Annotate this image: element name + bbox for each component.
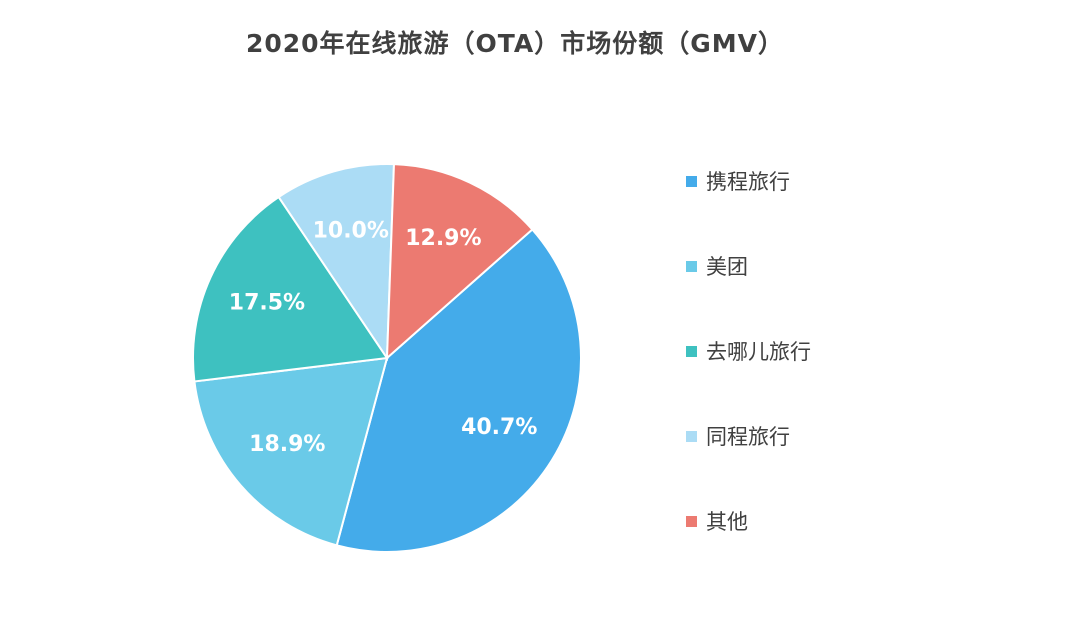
pie-slice-4	[277, 163, 396, 362]
legend-label: 同程旅行	[706, 425, 790, 449]
legend-item-3: 去哪儿旅行	[686, 330, 906, 372]
legend-item-4: 同程旅行	[686, 415, 906, 457]
pie-slice-5	[385, 163, 534, 361]
slice-data-label-4: 10.0%	[313, 219, 389, 244]
pie-slice-3	[192, 195, 389, 383]
legend-swatch	[686, 345, 697, 357]
slice-data-label-5: 12.9%	[405, 226, 481, 251]
slice-data-label-2: 18.9%	[249, 432, 325, 457]
legend-label: 携程旅行	[706, 170, 790, 194]
legend-item-5: 其他	[686, 500, 906, 542]
slice-data-label-3: 17.5%	[229, 291, 305, 316]
slice-data-label-1: 40.7%	[461, 415, 537, 440]
legend-item-1: 携程旅行	[686, 160, 906, 202]
legend-swatch	[686, 430, 697, 442]
legend-item-2: 美团	[686, 245, 906, 287]
legend-swatch	[686, 515, 697, 527]
legend-label: 其他	[706, 510, 748, 534]
pie-slice-1	[335, 228, 582, 553]
legend: 携程旅行美团去哪儿旅行同程旅行其他	[686, 160, 906, 585]
pie-slice-2	[193, 356, 389, 547]
legend-swatch	[686, 175, 697, 187]
legend-label: 去哪儿旅行	[706, 340, 811, 364]
legend-swatch	[686, 260, 697, 272]
legend-label: 美团	[706, 255, 748, 279]
chart-title: 2020年在线旅游（OTA）市场份额（GMV）	[245, 29, 785, 58]
